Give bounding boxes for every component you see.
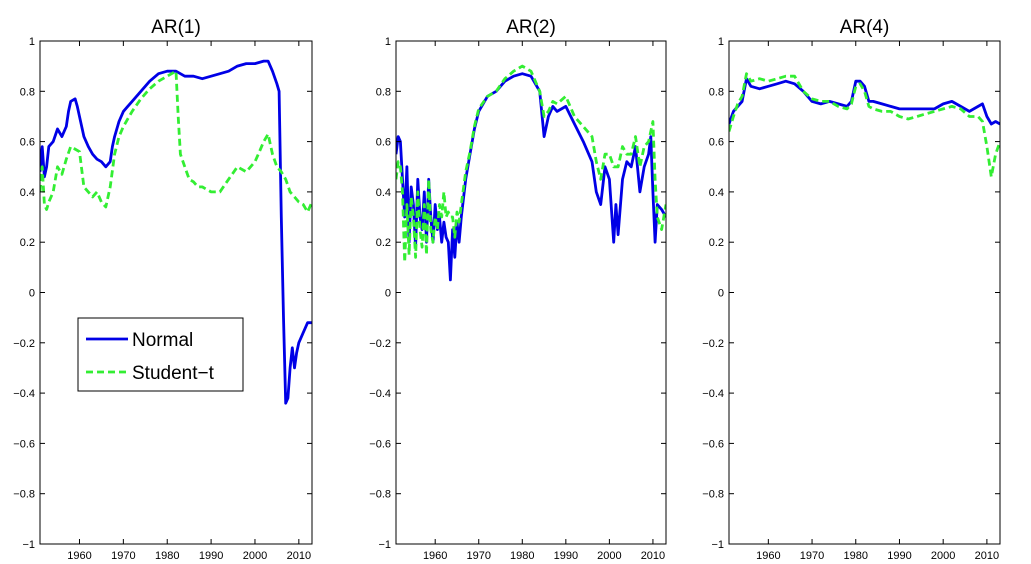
x-tick-label: 2000 [243, 550, 267, 562]
plot-area [729, 72, 1000, 179]
chart-panel-1: −1 −0.8 −0.6 −0.4 −0.2 0 0.2 0.4 0.6 0.8 1 1960 1970… [13, 17, 313, 562]
legend: Normal Student−t [77, 317, 244, 392]
y-tick-label: 0 [385, 288, 391, 300]
y-tick-label: 0.4 [376, 187, 391, 199]
y-tick-label: −0.2 [702, 338, 724, 350]
y-tick-label: −1 [378, 539, 391, 551]
y-tick-label: 0.6 [376, 137, 391, 149]
y-tick-label: 0 [29, 288, 35, 300]
y-tick-label: −0.4 [369, 388, 391, 400]
x-tick-label: 1960 [756, 550, 780, 562]
x-tick-label: 2010 [641, 550, 665, 562]
x-tick-label: 1970 [800, 550, 824, 562]
y-tick-label: 1 [29, 36, 35, 48]
y-tick-label: 0.2 [20, 237, 35, 249]
y-tick-label: −1 [22, 539, 35, 551]
x-tick-label: 1980 [510, 550, 534, 562]
series-line-student-t [396, 64, 666, 264]
series-line-normal [729, 77, 1000, 126]
y-tick-label: −1 [711, 539, 724, 551]
x-tick-label: 1970 [466, 550, 490, 562]
x-tick-label: 1990 [887, 550, 911, 562]
y-tick-label: 0.6 [709, 137, 724, 149]
legend-box [77, 317, 244, 392]
y-tick-label: 0 [718, 288, 724, 300]
x-tick-label: 1970 [111, 550, 135, 562]
axis-frame [395, 40, 667, 545]
x-tick-label: 1960 [67, 550, 91, 562]
y-tick-label: 0.6 [20, 137, 35, 149]
y-tick-label: −0.6 [369, 438, 391, 450]
y-tick-label: −0.2 [369, 338, 391, 350]
y-tick-label: −0.4 [13, 388, 35, 400]
series-line-normal [40, 59, 312, 405]
y-tick-label: 1 [718, 36, 724, 48]
legend-label: Normal [132, 330, 193, 351]
series-line-student-t [40, 69, 312, 214]
series-line-normal [396, 72, 666, 282]
x-tick-label: 1990 [199, 550, 223, 562]
y-tick-label: 1 [385, 36, 391, 48]
y-tick-label: 0.2 [376, 237, 391, 249]
plot-area [396, 64, 666, 282]
y-tick-label: 0.2 [709, 237, 724, 249]
series-line-student-t [729, 72, 1000, 179]
y-tick-label: −0.8 [13, 489, 35, 501]
y-tick-label: −0.8 [702, 489, 724, 501]
x-tick-label: 1990 [554, 550, 578, 562]
y-tick-label: −0.2 [13, 338, 35, 350]
y-tick-label: −0.8 [369, 489, 391, 501]
x-tick-label: 1960 [423, 550, 447, 562]
y-tick-label: 0.8 [376, 86, 391, 98]
y-tick-label: −0.6 [702, 438, 724, 450]
y-tick-label: 0.8 [709, 86, 724, 98]
y-tick-label: 0.4 [20, 187, 35, 199]
chart-title: AR(2) [506, 17, 556, 38]
x-tick-label: 2010 [287, 550, 311, 562]
axis-frame [728, 40, 1001, 545]
x-tick-label: 2000 [931, 550, 955, 562]
chart-panel-3: −1 −0.8 −0.6 −0.4 −0.2 0 0.2 0.4 0.6 0.8 1 1960 1970… [702, 17, 1001, 562]
y-tick-label: −0.6 [13, 438, 35, 450]
chart-panel-2: −1 −0.8 −0.6 −0.4 −0.2 0 0.2 0.4 0.6 0.8 1 1960 1970… [369, 17, 667, 562]
x-tick-label: 2000 [597, 550, 621, 562]
y-tick-label: 0.4 [709, 187, 724, 199]
x-tick-label: 2010 [975, 550, 999, 562]
x-tick-label: 1980 [155, 550, 179, 562]
y-tick-label: 0.8 [20, 86, 35, 98]
x-tick-label: 1980 [844, 550, 868, 562]
y-tick-label: −0.4 [702, 388, 724, 400]
legend-label: Student−t [132, 363, 215, 384]
chart-title: AR(1) [151, 17, 201, 38]
plot-area [40, 59, 312, 405]
chart-title: AR(4) [840, 17, 890, 38]
